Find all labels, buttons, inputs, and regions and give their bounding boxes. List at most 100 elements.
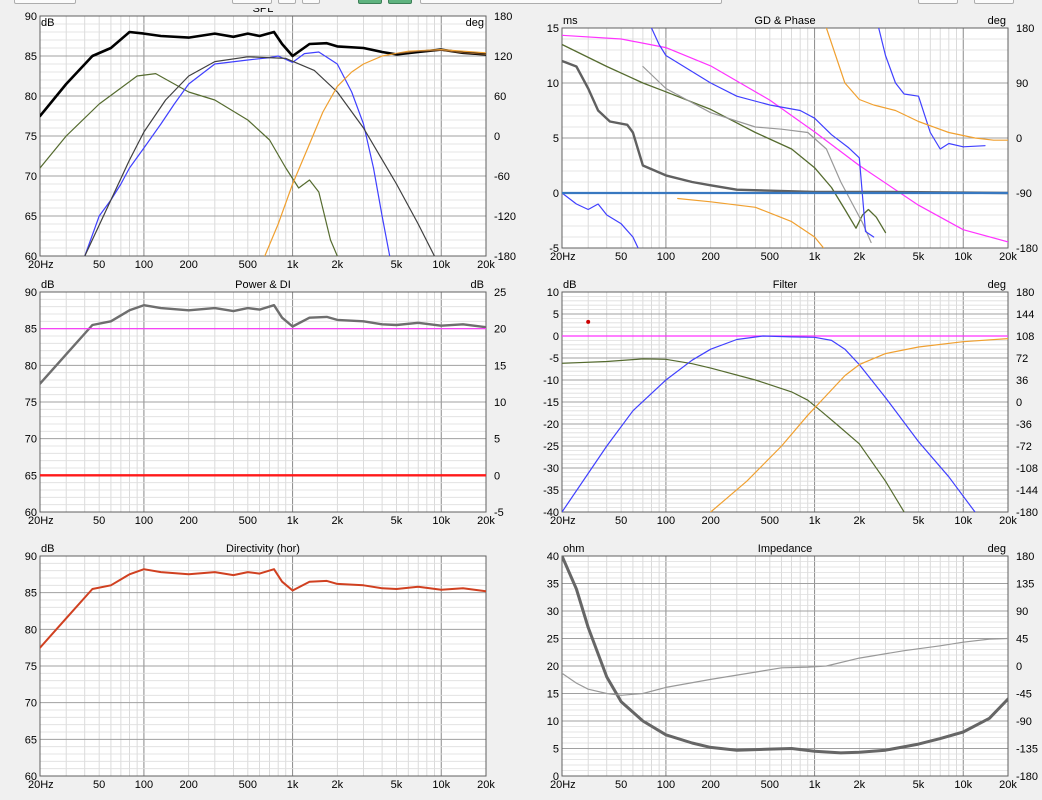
toolbar-dropdown[interactable] <box>420 0 722 4</box>
y-tick-label: -5 <box>549 353 559 365</box>
series-orange-phase-2 <box>825 28 1008 141</box>
x-tick-label: 50 <box>615 515 627 527</box>
y-tick-label: 75 <box>25 397 37 409</box>
y2-tick-label: 90 <box>1016 606 1028 618</box>
y-tick-label: 65 <box>25 734 37 746</box>
x-tick-label: 1k <box>809 515 821 527</box>
plot-frame <box>561 27 1009 249</box>
y-tick-label: 85 <box>25 324 37 336</box>
toolbar-button[interactable] <box>974 0 1014 4</box>
y2-tick-label: -90 <box>1016 716 1032 728</box>
directivity-panel: Directivity (hor) dB 60 65 70 75 80 85 90 20Hz 50 1… <box>0 536 520 796</box>
x-tick-label: 500 <box>761 515 779 527</box>
x-tick-label: 1k <box>809 251 821 263</box>
series-tweeter <box>264 49 486 256</box>
toolbar-button[interactable] <box>918 0 958 4</box>
y2-unit-label: dB <box>471 279 484 291</box>
impedance-chart[interactable]: Impedance ohm deg 0 5 10 15 20 25 30 35 40 -180 -135 -… <box>522 536 1042 796</box>
y-unit-label: dB <box>563 279 576 291</box>
x-tick-label: 2k <box>854 515 866 527</box>
y-unit-label: dB <box>41 543 54 555</box>
y2-unit-label: deg <box>988 279 1006 291</box>
x-tick-label: 200 <box>701 515 719 527</box>
x-tick-label: 2k <box>332 779 344 791</box>
chart-title: GD & Phase <box>754 15 815 27</box>
gd-phase-chart[interactable]: GD & Phase ms deg -5 0 5 10 15 -180 -90 0 90 180 20Hz… <box>522 8 1042 268</box>
grid <box>561 27 1009 249</box>
x-tick-label: 100 <box>657 515 675 527</box>
filter-chart[interactable]: Filter dB deg -40 -35 -30 -25 -20 -15 -10 -5 0 5 10 -1… <box>522 272 1042 532</box>
series-blue-gd <box>562 192 639 248</box>
x-tick-label: 10k <box>432 779 450 791</box>
x-tick-label: 1k <box>287 515 299 527</box>
toolbar-button[interactable] <box>302 0 320 4</box>
y-tick-label: 5 <box>553 309 559 321</box>
series-group <box>40 304 486 477</box>
marker-point <box>586 319 591 324</box>
toolbar-button[interactable] <box>14 0 76 4</box>
x-tick-label: 50 <box>615 779 627 791</box>
y-tick-label: 90 <box>25 287 37 299</box>
y-tick-label: 0 <box>553 771 559 783</box>
y-tick-label: -10 <box>543 375 559 387</box>
x-tick-label: 100 <box>135 259 153 268</box>
toolbar-button[interactable] <box>232 0 272 4</box>
series-mid <box>84 51 391 256</box>
x-tick-label: 200 <box>179 259 197 268</box>
y2-tick-label: -180 <box>1016 243 1038 255</box>
x-tick-label: 500 <box>761 779 779 791</box>
series-low <box>562 358 905 512</box>
x-tick-label: 5k <box>913 779 925 791</box>
x-tick-label: 20k <box>477 779 495 791</box>
y-tick-label: 10 <box>547 716 559 728</box>
y2-tick-label: 180 <box>1016 287 1034 299</box>
plot-frame <box>39 291 487 513</box>
y2-tick-label: 180 <box>494 11 512 23</box>
x-tick-label: 500 <box>239 779 257 791</box>
y-tick-label: -30 <box>543 463 559 475</box>
y2-tick-label: -180 <box>494 251 516 263</box>
x-tick-label: 20Hz <box>550 515 576 527</box>
y2-tick-label: 25 <box>494 287 506 299</box>
toolbar-button[interactable] <box>278 0 296 4</box>
series-group <box>40 30 486 256</box>
y2-tick-label: -36 <box>1016 419 1032 431</box>
x-tick-label: 50 <box>93 779 105 791</box>
y-tick-label: -5 <box>549 243 559 255</box>
y-tick-label: 5 <box>553 744 559 756</box>
y2-tick-label: -144 <box>1016 485 1038 497</box>
toolbar-toggle[interactable] <box>388 0 412 4</box>
x-tick-label: 5k <box>913 251 925 263</box>
spl-panel: SPL dB deg 60 65 70 75 80 85 90 -180 -120 -60 0 60 120 1… <box>0 8 520 268</box>
x-tick-label: 1k <box>809 779 821 791</box>
y-tick-label: 75 <box>25 661 37 673</box>
series-total <box>40 30 486 118</box>
toolbar-toggle[interactable] <box>358 0 382 4</box>
y-tick-label: 65 <box>25 470 37 482</box>
y2-unit-label: deg <box>988 543 1006 555</box>
x-tick-label: 200 <box>179 515 197 527</box>
grid <box>39 15 487 257</box>
y-tick-label: 5 <box>553 133 559 145</box>
x-tick-label: 20Hz <box>28 515 54 527</box>
power-di-chart[interactable]: Power & DI dB dB 60 65 70 75 80 85 90 -5 0 5 10 15 20 25… <box>0 272 520 532</box>
x-tick-label: 500 <box>761 251 779 263</box>
chart-title: Power & DI <box>235 279 291 291</box>
toolbar <box>0 0 1042 6</box>
power-di-panel: Power & DI dB dB 60 65 70 75 80 85 90 -5 0 5 10 15 20 25… <box>0 272 520 532</box>
y-tick-label: 80 <box>25 91 37 103</box>
y2-tick-label: -108 <box>1016 463 1038 475</box>
y2-tick-label: 15 <box>494 360 506 372</box>
y2-tick-label: 10 <box>494 397 506 409</box>
y2-unit-label: deg <box>988 15 1006 27</box>
spl-chart[interactable]: SPL dB deg 60 65 70 75 80 85 90 -180 -120 -60 0 60 120 1… <box>0 8 520 268</box>
chart-title: SPL <box>253 8 274 15</box>
directivity-chart[interactable]: Directivity (hor) dB 60 65 70 75 80 85 90 20Hz 50 1… <box>0 536 520 796</box>
series-group <box>562 556 1008 755</box>
y2-tick-label: -60 <box>494 171 510 183</box>
series-mid <box>562 335 976 512</box>
y-unit-label: ms <box>563 15 578 27</box>
series-blue-phase <box>650 28 875 238</box>
y-tick-label: 65 <box>25 211 37 223</box>
y2-tick-label: 0 <box>494 470 500 482</box>
